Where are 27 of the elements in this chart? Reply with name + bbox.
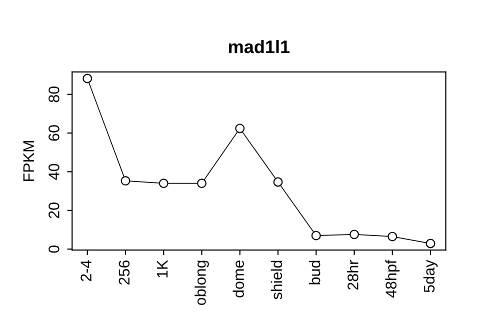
point: [120, 176, 130, 186]
point: [197, 178, 206, 188]
x-tick-label: oblong: [194, 260, 209, 306]
y-tick-label: 60: [48, 125, 60, 141]
point: [82, 74, 92, 84]
point: [426, 238, 436, 248]
point: [273, 177, 283, 187]
x-tick-label: shield: [270, 260, 282, 300]
point: [350, 230, 359, 240]
x-tick-label: 28hr: [347, 260, 358, 290]
x-tick-label: 2-4: [80, 260, 92, 282]
x-tick-label: 256: [118, 260, 130, 285]
x-tick-label: dome: [232, 260, 244, 298]
point: [158, 178, 168, 188]
y-tick-label: 40: [48, 164, 60, 180]
point: [311, 230, 321, 240]
point: [388, 232, 398, 242]
point: [235, 124, 245, 134]
y-axis-title: FPKM: [23, 141, 34, 181]
x-tick-label: 48hpf: [385, 260, 400, 298]
x-tick-label: bud: [309, 260, 320, 284]
y-tick-label: 20: [48, 202, 60, 218]
x-tick-label: 5day: [423, 260, 438, 292]
chart-title: mad1l1: [229, 40, 290, 54]
y-tick-label: 0: [48, 245, 60, 253]
x-tick-label: 1K: [157, 260, 168, 278]
y-tick-label: 80: [48, 86, 60, 102]
